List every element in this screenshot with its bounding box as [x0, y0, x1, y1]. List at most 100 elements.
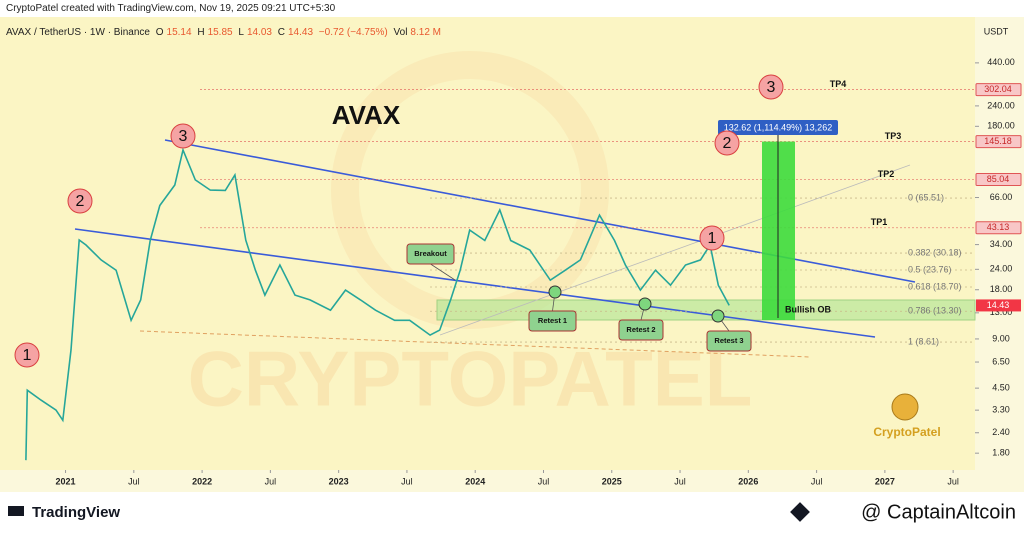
y-tick-label: 180.00 — [987, 121, 1015, 131]
x-tick-label: Jul — [401, 476, 413, 486]
wave-marker — [14, 342, 40, 368]
y-tick-label: 6.50 — [992, 356, 1010, 366]
annotation-label: Retest 3 — [714, 336, 743, 345]
last-price-label: 14.43 — [987, 300, 1010, 310]
price-tag — [975, 83, 1022, 97]
x-tick-label: 2025 — [602, 476, 622, 486]
price-tag-label: 85.04 — [987, 174, 1010, 184]
wave-label: 3 — [767, 79, 776, 96]
y-tick-label: 1.80 — [992, 448, 1010, 458]
credit: CryptoPatel created with TradingView.com… — [6, 3, 336, 14]
ohlc-value: 15.85 — [207, 27, 233, 38]
footer-handle: @ CaptainAltcoin — [861, 501, 1016, 523]
annotation-box — [706, 330, 752, 352]
y-tick-label: 3.30 — [992, 405, 1010, 415]
y-tick-label: 18.00 — [990, 284, 1013, 294]
volume: 8.12 M — [410, 27, 441, 38]
target-name: TP1 — [871, 217, 888, 227]
axis-unit: USDT — [984, 26, 1009, 36]
retest-dot — [548, 285, 562, 299]
y-tick-label: 4.50 — [992, 383, 1010, 393]
x-tick-label: 2027 — [875, 476, 895, 486]
footer-handle-icon — [790, 502, 810, 522]
bullish-ob-zone — [436, 299, 976, 321]
price-tag — [975, 221, 1022, 235]
x-tick-label: Jul — [674, 476, 686, 486]
fib-label: 0.5 (23.76) — [908, 264, 952, 274]
wave-marker — [67, 188, 93, 214]
footer-icon — [8, 506, 24, 516]
ohlc-value: 15.14 — [166, 27, 192, 38]
target-name: TP2 — [878, 169, 895, 179]
watermark: CRYPTOPATEL — [188, 335, 753, 423]
wave-marker — [714, 130, 740, 156]
x-tick-label: 2021 — [56, 476, 76, 486]
target-name: TP3 — [885, 131, 902, 141]
annotation-box — [406, 243, 455, 265]
fib-label: 1 (8.61) — [908, 336, 939, 346]
price-tag-label: 145.18 — [984, 136, 1012, 146]
symbol: AVAX / TetherUS · 1W · Binance — [6, 27, 150, 38]
y-tick-label: 24.00 — [990, 264, 1013, 274]
x-tick-label: 2022 — [192, 476, 212, 486]
price-tag — [975, 135, 1022, 149]
measure-label-box — [718, 120, 838, 135]
y-tick-label: 66.00 — [990, 192, 1013, 202]
annotation-label: Breakout — [414, 249, 447, 258]
x-tick-label: Jul — [947, 476, 959, 486]
brand-name: CryptoPatel — [873, 425, 940, 439]
wave-marker — [758, 74, 784, 100]
ohlc-label: H — [197, 27, 205, 38]
x-tick-label: 2023 — [329, 476, 349, 486]
price-tag-label: 43.13 — [987, 222, 1010, 232]
retest-dot — [638, 297, 652, 311]
volume-label: Vol — [393, 27, 408, 38]
price-line — [25, 147, 730, 461]
x-tick-label: Jul — [538, 476, 550, 486]
ohlc-label: L — [238, 27, 244, 38]
price-tag — [975, 173, 1022, 187]
price-tag-label: 302.04 — [984, 84, 1012, 94]
x-tick-label: 2024 — [465, 476, 485, 486]
zone-label: Bullish OB — [785, 304, 832, 314]
x-tick-label: Jul — [811, 476, 823, 486]
y-tick-label: 13.00 — [990, 307, 1013, 317]
y-tick-label: 34.00 — [990, 239, 1013, 249]
fib-label: 0.786 (13.30) — [908, 306, 962, 316]
ohlc-label: C — [277, 27, 285, 38]
fib-label: 0 (65.51) — [908, 192, 944, 202]
ohlc-value: 14.03 — [246, 27, 272, 38]
last-price-tag — [976, 299, 1021, 312]
fib-label: 0.382 (30.18) — [908, 247, 962, 257]
target-name: TP4 — [830, 79, 847, 89]
annotation-label: Retest 1 — [538, 316, 567, 325]
measure-label: 132.62 (1,114.49%) 13,262 — [724, 122, 832, 132]
guide-line — [439, 164, 911, 336]
chart-title: AVAX — [332, 100, 401, 130]
annotation-label: Retest 2 — [626, 325, 655, 334]
wave-label: 3 — [179, 128, 188, 145]
annotation-box — [618, 319, 664, 341]
footer-logo: TradingView — [32, 504, 120, 521]
wave-label: 2 — [76, 193, 85, 210]
plot-background — [0, 17, 975, 470]
annotation-box — [528, 310, 577, 332]
annotation-pointer — [430, 263, 456, 281]
layer: CRYPTOPATEL 440.00 240.00 180.00 66.00 34.00 2… — [8, 26, 1022, 523]
x-tick-label: Jul — [128, 476, 140, 486]
y-tick-label: 440.00 — [987, 57, 1015, 67]
retest-dot — [711, 309, 725, 323]
wave-marker — [170, 123, 196, 149]
x-tick-label: Jul — [265, 476, 277, 486]
time-axis-panel — [0, 470, 1024, 492]
ohlc-label: O — [155, 27, 164, 38]
y-tick-label: 9.00 — [992, 333, 1010, 343]
x-tick-label: 2026 — [738, 476, 758, 486]
ohlc-value: 14.43 — [287, 27, 314, 38]
y-tick-label: 2.40 — [992, 427, 1010, 437]
lower-trendline — [74, 228, 876, 338]
wave-label: 1 — [23, 347, 32, 364]
